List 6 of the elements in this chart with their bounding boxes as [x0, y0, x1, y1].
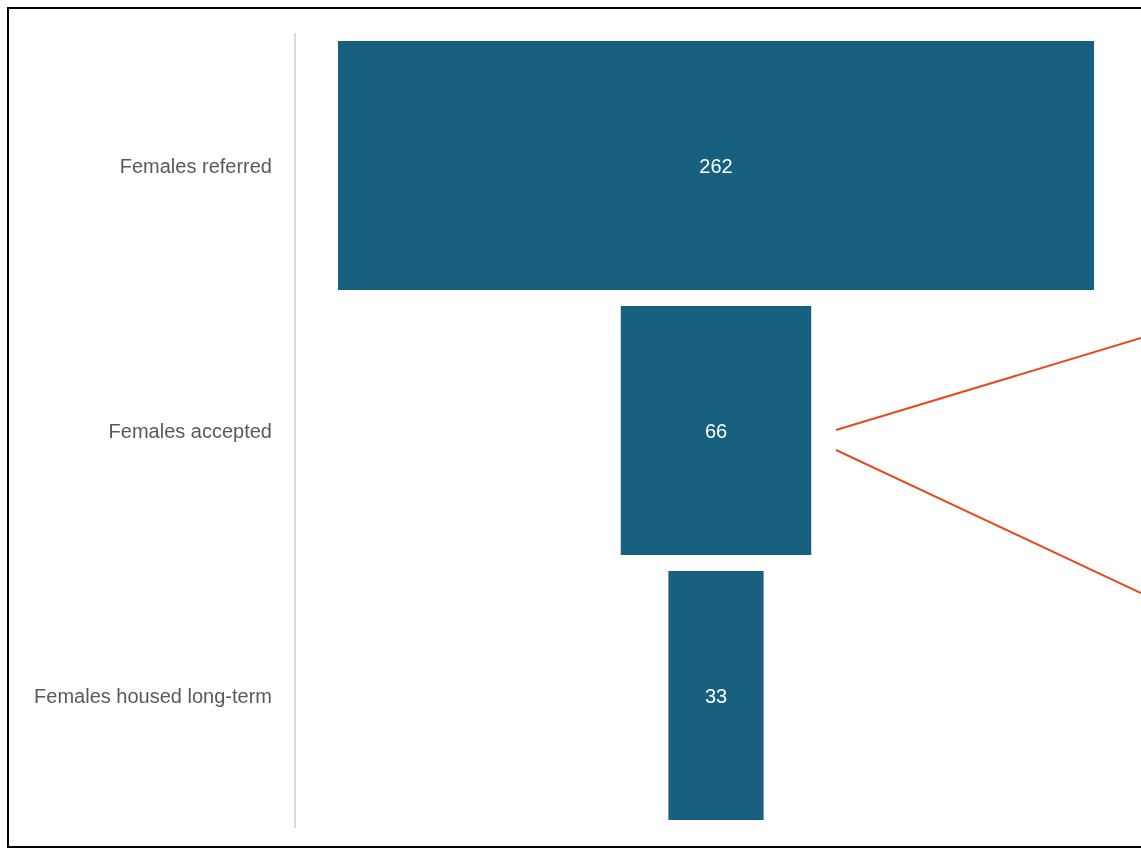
category-label: Females accepted: [108, 419, 272, 442]
data-label: 33: [704, 684, 728, 707]
category-label: Females housed long-term: [34, 684, 272, 707]
data-label: 262: [699, 154, 733, 177]
category-label: Females referred: [119, 154, 272, 177]
data-label: 66: [704, 419, 728, 442]
